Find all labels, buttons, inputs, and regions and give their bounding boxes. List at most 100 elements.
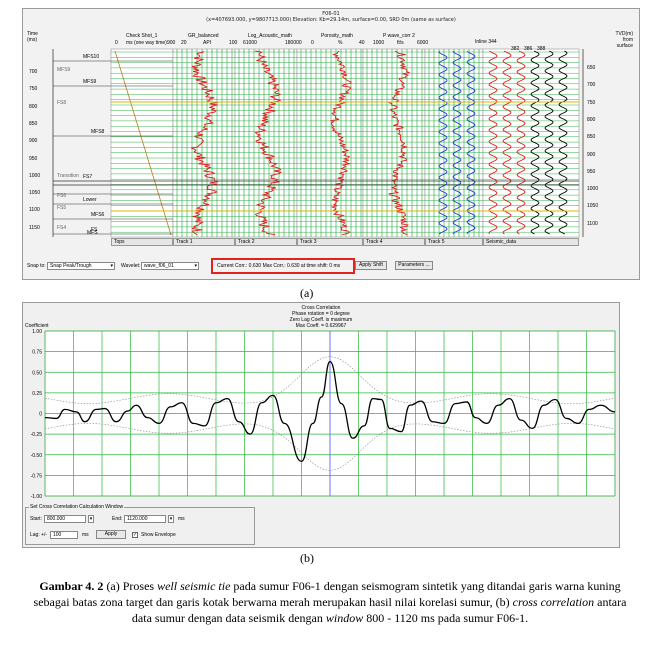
track1-unit: ms (one way time) <box>126 40 167 46</box>
caption-italic-2: cross correlation <box>512 595 595 609</box>
footer-track4: Track 4 <box>363 238 425 246</box>
formation-top-sublabel: FS4 <box>57 225 67 231</box>
figure-caption: Gambar 4. 2 (a) Proses well seismic tie … <box>30 578 630 626</box>
tvd-tick: 800 <box>587 116 596 123</box>
time-tick: 1100 <box>29 207 40 214</box>
tvd-from: from <box>623 37 633 43</box>
y-tick-label: 1.00 <box>32 329 42 335</box>
track4-unit: % <box>338 40 343 46</box>
wavelet-value: wave_f06_01 <box>144 263 174 269</box>
correlation-series <box>44 360 616 463</box>
track5-min: 1000 <box>373 40 385 46</box>
trace-388: 388 <box>537 46 546 52</box>
log-curve-4 <box>387 50 411 236</box>
cc-zerolag: Zero Lag Coeff. is maximum <box>289 317 353 323</box>
track2-min: 20 <box>181 40 187 46</box>
footer-track2: Track 2 <box>235 238 297 246</box>
time-tick: 800 <box>29 103 38 110</box>
lag-unit: ms <box>82 532 89 538</box>
chevron-down-icon: ▾ <box>110 263 113 269</box>
y-tick-label: 0 <box>39 412 42 418</box>
chevron-down-icon: ▾ <box>169 516 173 522</box>
checkshot-curve <box>114 50 172 236</box>
wavelet-label: Wavelet: <box>121 263 141 269</box>
track3-min: 61000 <box>243 40 257 46</box>
apply-button[interactable]: Apply <box>96 530 126 539</box>
formation-top-sublabel: MFS9 <box>57 67 71 73</box>
footer-track1-label: Track 1 <box>176 239 193 245</box>
lag-label: Lag: +/- <box>30 532 48 538</box>
track1-title: Check Shot_1 <box>126 33 158 39</box>
caption-italic-1: well seismic tie <box>157 579 231 593</box>
log-curve-3 <box>329 50 352 236</box>
footer-track3: Track 3 <box>297 238 363 246</box>
caption-italic-3: window <box>325 611 364 625</box>
cross-correlation-panel: Cross Correlation Phase rotation = 0 deg… <box>22 302 620 548</box>
time-tick: 1150 <box>29 224 40 231</box>
time-label: Time <box>27 31 38 37</box>
seismic-trace <box>544 50 554 235</box>
tvd-tick: 1100 <box>587 220 598 227</box>
time-tick: 1050 <box>29 190 41 197</box>
lag-field[interactable]: 100 <box>50 531 78 539</box>
checkmark-icon: ✓ <box>133 532 138 538</box>
track4-min: 0 <box>311 40 314 46</box>
time-axis-label: Time (ms) <box>27 31 38 43</box>
start-field[interactable]: 800.000 <box>44 515 86 523</box>
formation-top-label: MFS8 <box>91 129 105 135</box>
formation-top-label: MFS6 <box>91 212 105 218</box>
formation-top-label: FS <box>91 227 98 233</box>
end-field[interactable]: 1120.000 <box>124 515 166 523</box>
seismic-trace <box>466 50 476 235</box>
parameters-button[interactable]: Parameters ... <box>395 261 433 270</box>
tvd-surface: surface <box>616 43 633 49</box>
footer-track3-label: Track 3 <box>300 239 317 245</box>
wavelet-dropdown[interactable]: wave_f06_01 ▾ <box>141 262 199 270</box>
formation-top-label: MFS10 <box>83 54 100 60</box>
track2-unit: API <box>203 40 212 46</box>
snap-dropdown[interactable]: Snap Peak/Trough ▾ <box>47 262 115 270</box>
tvd-tick: 1000 <box>587 186 599 193</box>
caption-b: (b) <box>300 551 314 565</box>
time-tick: 900 <box>29 138 38 145</box>
cc-ylabel: Coefficient <box>25 323 49 329</box>
track5-unit: ft/s <box>397 40 404 46</box>
footer-track1: Track 1 <box>173 238 235 246</box>
y-tick-label: 0.25 <box>32 391 42 397</box>
track4-max: 40 <box>359 40 365 46</box>
formation-top-label: Lower <box>83 197 97 203</box>
formation-top-label: MFS <box>87 230 98 236</box>
show-envelope-label: Show Envelope <box>141 532 176 538</box>
window-group: Set Cross Correlation Calculation Window… <box>25 504 255 545</box>
snap-value: Snap Peak/Trough <box>50 263 92 269</box>
seismic-trace <box>502 50 512 235</box>
seismic-trace <box>530 50 540 235</box>
end-value: 1120.000 <box>127 516 148 522</box>
window-group-label: Set Cross Correlation Calculation Window <box>29 504 125 511</box>
log-curve-1 <box>191 50 219 235</box>
formation-top-label: MFS9 <box>83 79 97 85</box>
end-label: End: <box>112 516 123 522</box>
well-tracks-canvas <box>52 48 584 238</box>
tvd-tick: 1050 <box>587 203 599 210</box>
apply-shift-button[interactable]: Apply Shift <box>355 261 387 270</box>
track-frame <box>296 48 364 238</box>
y-tick-label: 0.75 <box>32 350 42 356</box>
track4-title: Porosity_math <box>321 33 353 39</box>
formation-top-sublabel: FS8 <box>57 100 67 106</box>
tvd-axis-label: TVD(m) from surface <box>616 31 634 49</box>
envelope-upper <box>44 356 616 404</box>
well-location: (x=407693.000, y=9807713.000) Elevation:… <box>206 17 456 23</box>
show-envelope-checkbox[interactable]: ✓ <box>132 532 138 538</box>
footer-tops-label: Tops <box>114 239 125 245</box>
cc-phase: Phase rotation = 0 degree <box>292 311 350 317</box>
end-dropdown-arrow[interactable]: ▾ <box>168 515 174 523</box>
footer-track2-label: Track 2 <box>238 239 255 245</box>
track1-min: 0 <box>115 40 118 46</box>
time-tick: 850 <box>29 120 38 127</box>
start-dropdown-arrow[interactable]: ▾ <box>88 515 94 523</box>
correlation-readout: Current Corr.: 0.630 Max Corr.: 0.630 at… <box>217 263 341 269</box>
cc-title: Cross Correlation <box>301 305 341 311</box>
cross-correlation-chart: -100-90-80-70-60-50-40-30-20-10010203040… <box>31 329 616 499</box>
track6-title: Inline 344 <box>475 39 497 45</box>
